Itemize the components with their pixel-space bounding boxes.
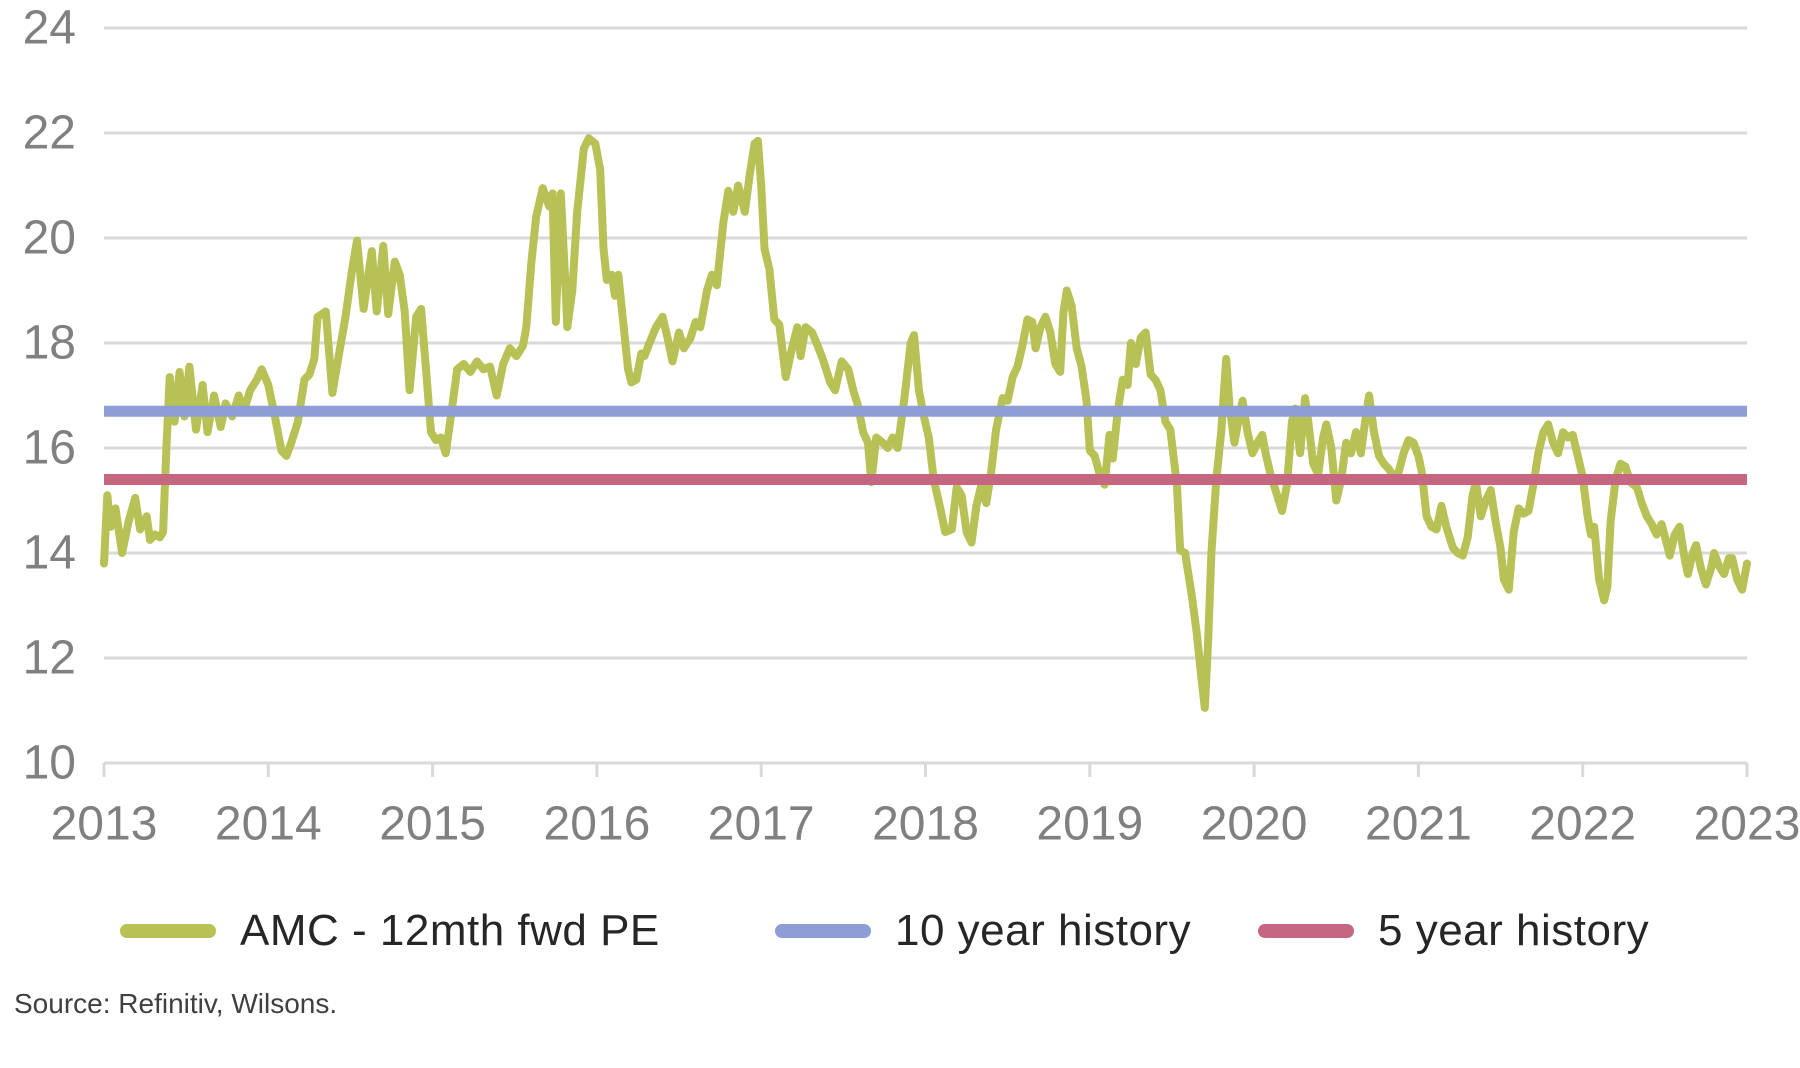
legend-label-5yr: 5 year history: [1378, 906, 1650, 955]
legend-swatch-10yr-icon: [775, 924, 871, 938]
svg-text:20: 20: [23, 212, 76, 265]
svg-text:2014: 2014: [215, 798, 322, 851]
svg-text:2018: 2018: [872, 798, 979, 851]
svg-text:2013: 2013: [51, 798, 158, 851]
svg-text:2016: 2016: [544, 798, 651, 851]
svg-text:2020: 2020: [1201, 798, 1308, 851]
svg-text:14: 14: [23, 527, 76, 580]
svg-text:24: 24: [23, 2, 76, 55]
legend-label-10yr: 10 year history: [895, 906, 1192, 955]
svg-text:2021: 2021: [1365, 798, 1472, 851]
svg-text:2017: 2017: [708, 798, 815, 851]
svg-text:18: 18: [23, 317, 76, 370]
svg-text:2023: 2023: [1694, 798, 1800, 851]
svg-text:22: 22: [23, 107, 76, 160]
legend-swatch-5yr-icon: [1258, 924, 1354, 938]
svg-text:2015: 2015: [379, 798, 486, 851]
legend-label-amc: AMC - 12mth fwd PE: [240, 906, 660, 955]
legend-swatch-amc-icon: [120, 924, 216, 938]
chart-legend: AMC - 12mth fwd PE 10 year history 5 yea…: [0, 903, 1800, 959]
svg-text:2022: 2022: [1529, 798, 1636, 851]
svg-text:10: 10: [23, 737, 76, 790]
svg-text:12: 12: [23, 632, 76, 685]
legend-item-amc-fwd-pe: AMC - 12mth fwd PE: [120, 903, 660, 959]
source-note: Source: Refinitiv, Wilsons.: [14, 988, 338, 1019]
svg-text:16: 16: [23, 422, 76, 475]
legend-item-10-year-history: 10 year history: [775, 903, 1191, 959]
svg-text:2019: 2019: [1036, 798, 1143, 851]
legend-item-5-year-history: 5 year history: [1258, 903, 1649, 959]
